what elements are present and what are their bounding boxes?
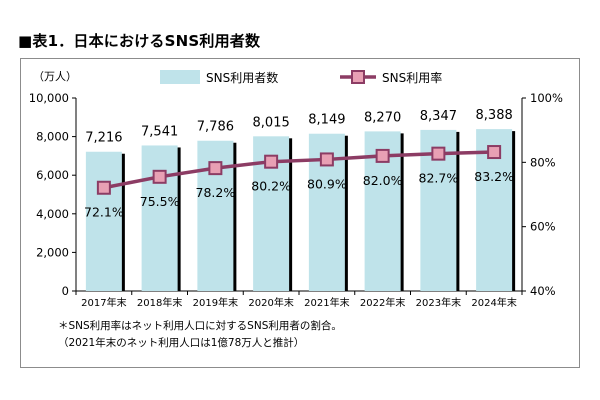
rate-marker <box>319 152 334 167</box>
rate-marker <box>264 154 279 169</box>
left-tick-label: 8,000 <box>36 130 69 144</box>
legend-line-label: SNS利用率 <box>382 70 442 85</box>
rate-value-label: 72.1% <box>84 205 124 220</box>
x-tick-label: 2022年末 <box>360 296 405 309</box>
rate-marker <box>152 169 167 184</box>
bar-value-label: 8,270 <box>364 110 401 125</box>
rate-value-label: 82.7% <box>419 171 459 186</box>
left-tick-label: 4,000 <box>36 207 69 221</box>
rate-marker <box>487 145 502 160</box>
bar-value-label: 8,388 <box>476 108 513 123</box>
x-tick-label: 2019年末 <box>193 296 238 309</box>
rate-marker <box>208 161 223 176</box>
left-tick-label: 10,000 <box>29 91 69 105</box>
rate-value-label: 80.9% <box>307 176 347 191</box>
chart-frame <box>20 58 580 368</box>
legend-bar-swatch <box>160 70 200 84</box>
x-tick-label: 2021年末 <box>304 296 349 309</box>
left-tick-label: 0 <box>62 284 69 298</box>
rate-value-label: 82.0% <box>363 173 403 188</box>
chart-notes: ＊SNS利用率はネット利用人口に対するSNS利用者の割合。 （2021年末のネッ… <box>58 318 342 352</box>
left-tick-label: 6,000 <box>36 168 69 182</box>
bar-value-label: 7,216 <box>85 131 122 146</box>
bar <box>141 145 178 291</box>
note-line-1: ＊SNS利用率はネット利用人口に対するSNS利用者の割合。 <box>58 320 342 332</box>
right-tick-label: 40% <box>530 284 556 298</box>
chart-title: ■表1．日本におけるSNS利用者数 <box>18 32 261 50</box>
bar-value-label: 7,786 <box>197 120 234 135</box>
right-tick-label: 60% <box>530 220 556 234</box>
rate-value-label: 83.2% <box>474 169 514 184</box>
note-line-2: （2021年末のネット利用人口は1億78万人と推計） <box>58 337 305 349</box>
legend-bar-label: SNS利用者数 <box>206 70 278 85</box>
x-tick-label: 2024年末 <box>471 296 516 309</box>
rate-value-label: 78.2% <box>196 185 236 200</box>
x-tick-label: 2020年末 <box>248 296 293 309</box>
left-axis-unit-label: （万人） <box>33 70 77 83</box>
rate-value-label: 80.2% <box>251 179 291 194</box>
bar-value-label: 7,541 <box>141 124 178 139</box>
rate-marker <box>375 148 390 163</box>
legend-line-marker <box>351 70 365 84</box>
bar <box>85 151 122 291</box>
rate-marker <box>431 146 446 161</box>
bar-value-label: 8,149 <box>308 113 345 128</box>
x-tick-label: 2017年末 <box>81 296 126 309</box>
rate-value-label: 75.5% <box>140 194 180 209</box>
right-tick-label: 80% <box>530 155 556 169</box>
left-tick-label: 2,000 <box>36 245 69 259</box>
rate-line <box>103 150 495 190</box>
bar-value-label: 8,015 <box>253 115 290 130</box>
x-tick-label: 2018年末 <box>137 296 182 309</box>
right-tick-label: 100% <box>530 91 563 105</box>
x-tick-label: 2023年末 <box>416 296 461 309</box>
rate-marker <box>96 180 111 195</box>
bar-value-label: 8,347 <box>420 109 457 124</box>
